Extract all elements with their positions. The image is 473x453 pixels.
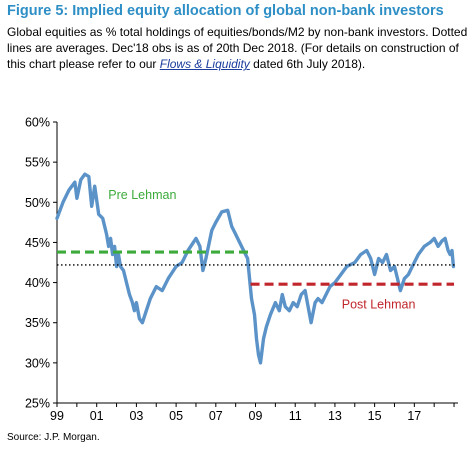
chart-title: Figure 5: Implied equity allocation of g… [7, 3, 444, 19]
y-tick-label: 50% [25, 196, 50, 210]
x-tick-label: 13 [328, 409, 342, 423]
y-tick-label: 40% [25, 276, 50, 290]
y-tick-label: 55% [25, 156, 50, 170]
x-tick-label: 17 [407, 409, 421, 423]
post-lehman-label: Post Lehman [342, 297, 416, 311]
x-tick-label: 01 [90, 409, 104, 423]
y-tick-label: 35% [25, 316, 50, 330]
x-tick-label: 03 [129, 409, 143, 423]
x-tick-label: 11 [289, 409, 302, 423]
x-tick-label: 99 [50, 409, 64, 423]
flows-liquidity-link[interactable]: Flows & Liquidity [159, 57, 250, 72]
source-note: Source: J.P. Morgan. [7, 432, 100, 443]
y-tick-label: 25% [25, 397, 50, 411]
x-tick-label: 07 [209, 409, 223, 423]
chart-subtitle: Global equities as % total holdings of e… [7, 24, 469, 73]
x-tick-label: 15 [368, 409, 382, 423]
pre-lehman-label: Pre Lehman [108, 188, 176, 202]
y-tick-label: 30% [25, 356, 50, 370]
x-tick-label: 05 [169, 409, 183, 423]
subtitle-text-end: dated 6th July 2018). [249, 57, 366, 72]
y-tick-label: 45% [25, 236, 50, 250]
subtitle-text: Global equities as % total holdings of e… [7, 25, 468, 72]
x-tick-label: 09 [249, 409, 263, 423]
equity-allocation-series-line [55, 172, 456, 365]
y-tick-label: 60% [25, 116, 50, 130]
